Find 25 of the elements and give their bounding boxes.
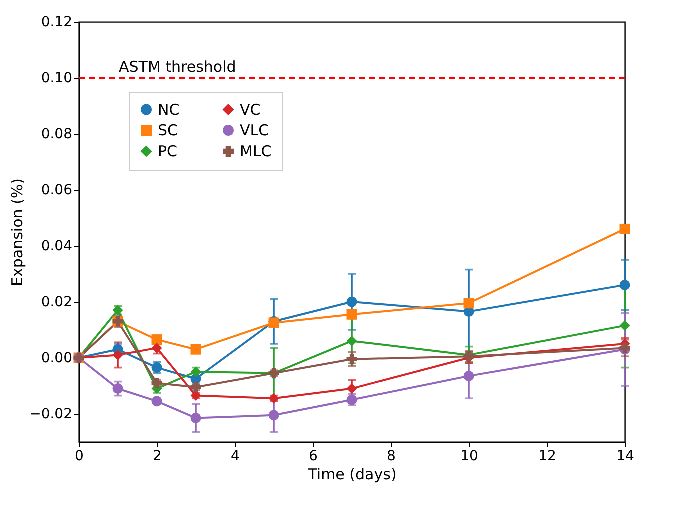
x-tick-label: 6 — [309, 448, 318, 464]
x-tick-label: 2 — [153, 448, 162, 464]
x-tick-label: 12 — [538, 448, 556, 464]
ref-line-label: ASTM threshold — [119, 58, 236, 76]
legend-label: SC — [158, 122, 178, 140]
legend-label: VC — [240, 100, 261, 119]
legend-label: VLC — [240, 122, 270, 140]
y-tick-label: 0.04 — [41, 238, 73, 254]
y-tick-label: 0.08 — [41, 126, 72, 142]
x-tick-label: 4 — [231, 448, 240, 464]
legend-label: NC — [158, 100, 180, 119]
y-tick-label: −0.02 — [30, 406, 72, 422]
legend-label: PC — [158, 142, 178, 160]
x-tick-label: 0 — [75, 448, 84, 464]
y-axis-title: Expansion (%) — [8, 178, 27, 286]
y-tick-label: 0.00 — [41, 350, 72, 366]
y-tick-label: 0.12 — [41, 14, 72, 30]
legend-label: MLC — [240, 142, 272, 160]
x-axis-title: Time (days) — [307, 466, 397, 484]
y-tick-label: 0.02 — [41, 294, 72, 310]
x-tick-label: 8 — [387, 448, 396, 464]
y-tick-label: 0.06 — [41, 182, 73, 198]
y-tick-label: 0.10 — [41, 70, 72, 86]
x-tick-label: 14 — [616, 448, 634, 464]
x-tick-label: 10 — [460, 448, 478, 464]
